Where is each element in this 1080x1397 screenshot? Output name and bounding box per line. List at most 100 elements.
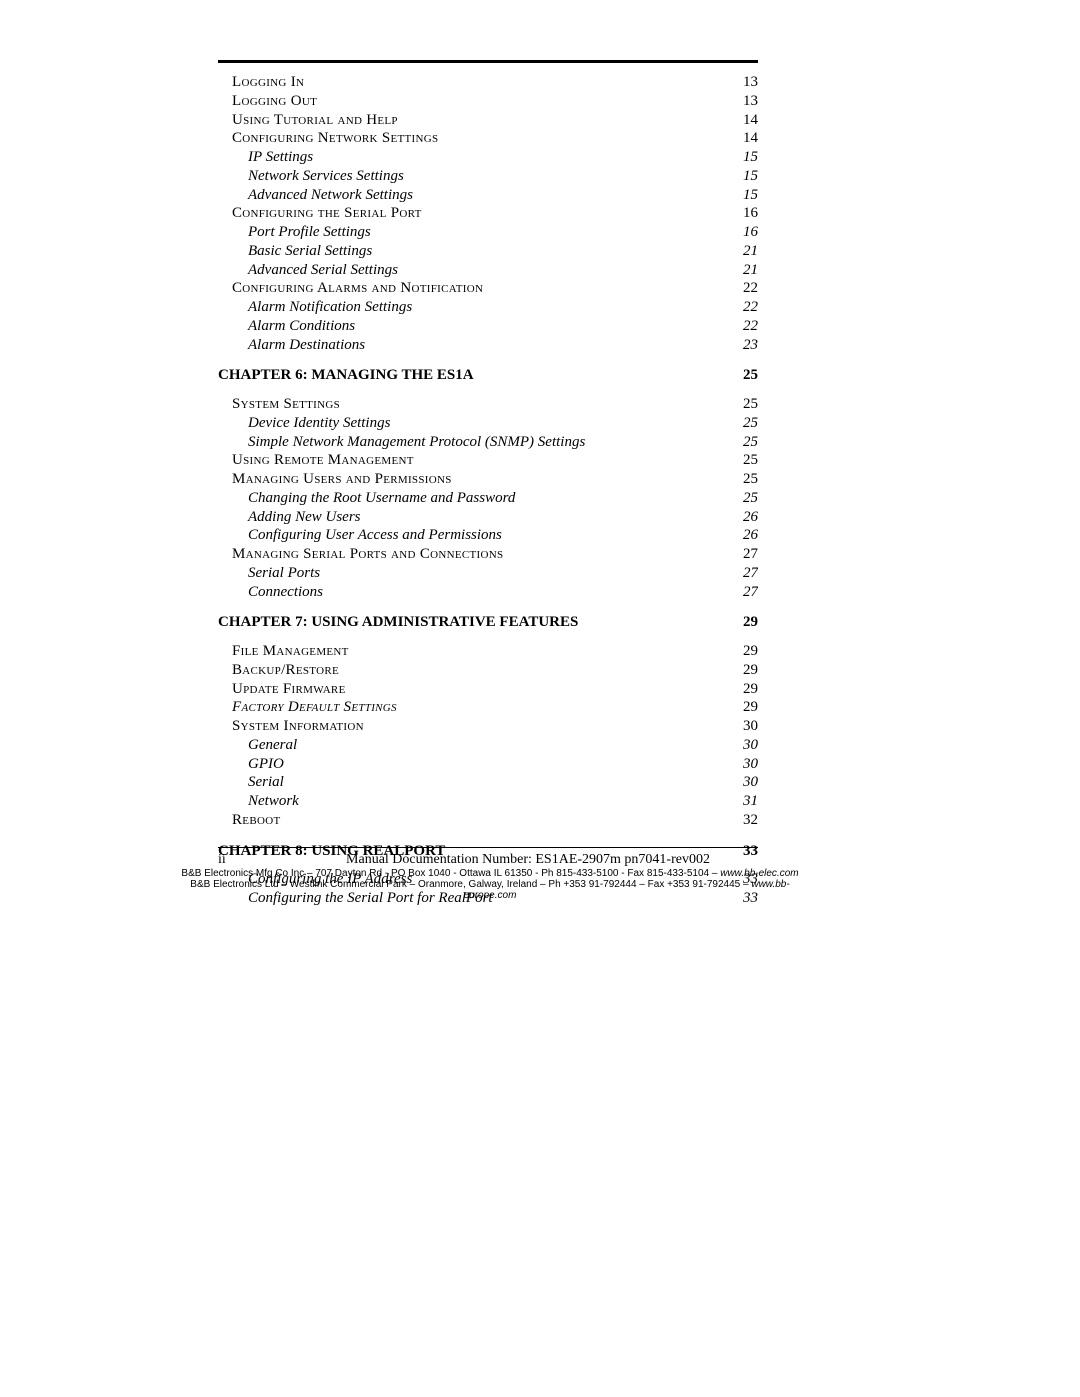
toc-label: Backup/Restore <box>232 661 339 680</box>
toc-label: Managing Serial Ports and Connections <box>232 545 503 564</box>
toc-page: 32 <box>743 811 758 830</box>
toc-entry: Alarm Destinations 23 <box>218 336 758 355</box>
toc-label: Network Services Settings <box>248 167 404 186</box>
toc-page: 29 <box>743 642 758 661</box>
toc-entry: Configuring Network Settings 14 <box>218 129 758 148</box>
toc-label: Adding New Users <box>248 508 361 527</box>
toc-page: 21 <box>743 261 758 280</box>
toc-label: Advanced Network Settings <box>248 186 413 205</box>
chapter-7-heading: CHAPTER 7: USING ADMINISTRATIVE FEATURES… <box>218 613 758 632</box>
page-number-roman: ii <box>218 852 298 868</box>
footer-line-2: B&B Electronics Mfg Co Inc – 707 Dayton … <box>180 868 800 879</box>
toc-entry: Backup/Restore29 <box>218 661 758 680</box>
toc-page: 30 <box>743 773 758 792</box>
toc-entry: Logging Out13 <box>218 92 758 111</box>
toc-label: GPIO <box>248 755 284 774</box>
toc-label: Logging In <box>232 73 304 92</box>
toc-page: 27 <box>743 545 758 564</box>
footer-address-us: B&B Electronics Mfg Co Inc – 707 Dayton … <box>181 868 720 879</box>
footer-line-3: B&B Electronics Ltd – Westlink Commercia… <box>180 879 800 901</box>
toc-entry: Alarm Notification Settings22 <box>218 298 758 317</box>
footer-line-1: ii Manual Documentation Number: ES1AE-29… <box>218 852 758 868</box>
toc-label: Using Remote Management <box>232 451 414 470</box>
toc-page: 25 <box>743 451 758 470</box>
toc-page: 26 <box>743 526 758 545</box>
toc-label: Port Profile Settings <box>248 223 371 242</box>
footer-rule <box>218 847 758 848</box>
toc-entry: Using Tutorial and Help 14 <box>218 111 758 130</box>
toc-entry: Advanced Serial Settings 21 <box>218 261 758 280</box>
toc-entry: Adding New Users 26 <box>218 508 758 527</box>
toc-entry: Network31 <box>218 792 758 811</box>
toc-label: System Settings <box>232 395 340 414</box>
toc-page: 23 <box>743 336 758 355</box>
chapter-6-heading: CHAPTER 6: MANAGING THE ES1A 25 <box>218 366 758 385</box>
toc-page: 25 <box>743 489 758 508</box>
toc-label: General <box>248 736 297 755</box>
toc-label: Network <box>248 792 299 811</box>
toc-entry: Advanced Network Settings 15 <box>218 186 758 205</box>
toc-entry: General30 <box>218 736 758 755</box>
toc-label: Configuring the Serial Port <box>232 204 422 223</box>
toc-page: 14 <box>743 129 758 148</box>
chapter-page: 25 <box>743 366 758 385</box>
top-rule <box>218 60 758 63</box>
toc-entry: Reboot32 <box>218 811 758 830</box>
toc-entry: Logging In13 <box>218 73 758 92</box>
toc-entry: Managing Users and Permissions25 <box>218 470 758 489</box>
toc-page: 25 <box>743 395 758 414</box>
toc-page: 22 <box>743 317 758 336</box>
toc-label: Advanced Serial Settings <box>248 261 398 280</box>
toc-page: 29 <box>743 680 758 699</box>
toc-label: File Management <box>232 642 349 661</box>
toc-entry: Serial 30 <box>218 773 758 792</box>
toc-page: 25 <box>743 470 758 489</box>
toc-page: 22 <box>743 279 758 298</box>
toc-page: 14 <box>743 111 758 130</box>
toc-page: 13 <box>743 92 758 111</box>
footer-address-eu: B&B Electronics Ltd – Westlink Commercia… <box>190 879 751 890</box>
toc-section-pre: Logging In13Logging Out13Using Tutorial … <box>218 73 758 354</box>
toc-page: 16 <box>743 204 758 223</box>
toc-label: Simple Network Management Protocol (SNMP… <box>248 433 585 452</box>
toc-page: 27 <box>743 583 758 602</box>
toc-page: 15 <box>743 148 758 167</box>
toc-entry: Managing Serial Ports and Connections 27 <box>218 545 758 564</box>
document-page: Logging In13Logging Out13Using Tutorial … <box>0 0 1080 1397</box>
toc-page: 26 <box>743 508 758 527</box>
chapter-title: CHAPTER 6: MANAGING THE ES1A <box>218 366 474 385</box>
toc-label: IP Settings <box>248 148 313 167</box>
toc-page: 29 <box>743 698 758 717</box>
toc-entry: File Management 29 <box>218 642 758 661</box>
toc-label: Configuring Network Settings <box>232 129 438 148</box>
toc-label: Serial <box>248 773 284 792</box>
toc-entry: Alarm Conditions 22 <box>218 317 758 336</box>
toc-entry: System Information 30 <box>218 717 758 736</box>
toc-entry: Network Services Settings15 <box>218 167 758 186</box>
toc-page: 30 <box>743 717 758 736</box>
toc-entry: IP Settings 15 <box>218 148 758 167</box>
toc-label: Serial Ports <box>248 564 320 583</box>
toc-entry: Device Identity Settings 25 <box>218 414 758 433</box>
chapter-title: CHAPTER 7: USING ADMINISTRATIVE FEATURES <box>218 613 578 632</box>
toc-entry: Configuring User Access and Permissions2… <box>218 526 758 545</box>
toc-label: Device Identity Settings <box>248 414 390 433</box>
toc-label: Basic Serial Settings <box>248 242 372 261</box>
toc-page: 30 <box>743 755 758 774</box>
footer-doc-number: Manual Documentation Number: ES1AE-2907m… <box>298 852 758 868</box>
toc-entry: GPIO 30 <box>218 755 758 774</box>
toc-page: 15 <box>743 186 758 205</box>
chapter-page: 29 <box>743 613 758 632</box>
toc-page: 16 <box>743 223 758 242</box>
toc-label: Alarm Destinations <box>248 336 365 355</box>
toc-entry: Using Remote Management 25 <box>218 451 758 470</box>
toc-page: 25 <box>743 433 758 452</box>
toc-entry: Configuring the Serial Port 16 <box>218 204 758 223</box>
toc-label: Using Tutorial and Help <box>232 111 398 130</box>
toc-label: Alarm Conditions <box>248 317 355 336</box>
toc-entry: Configuring Alarms and Notification22 <box>218 279 758 298</box>
toc-label: System Information <box>232 717 364 736</box>
toc-entry: System Settings 25 <box>218 395 758 414</box>
toc-page: 25 <box>743 414 758 433</box>
toc-entry: Simple Network Management Protocol (SNMP… <box>218 433 758 452</box>
